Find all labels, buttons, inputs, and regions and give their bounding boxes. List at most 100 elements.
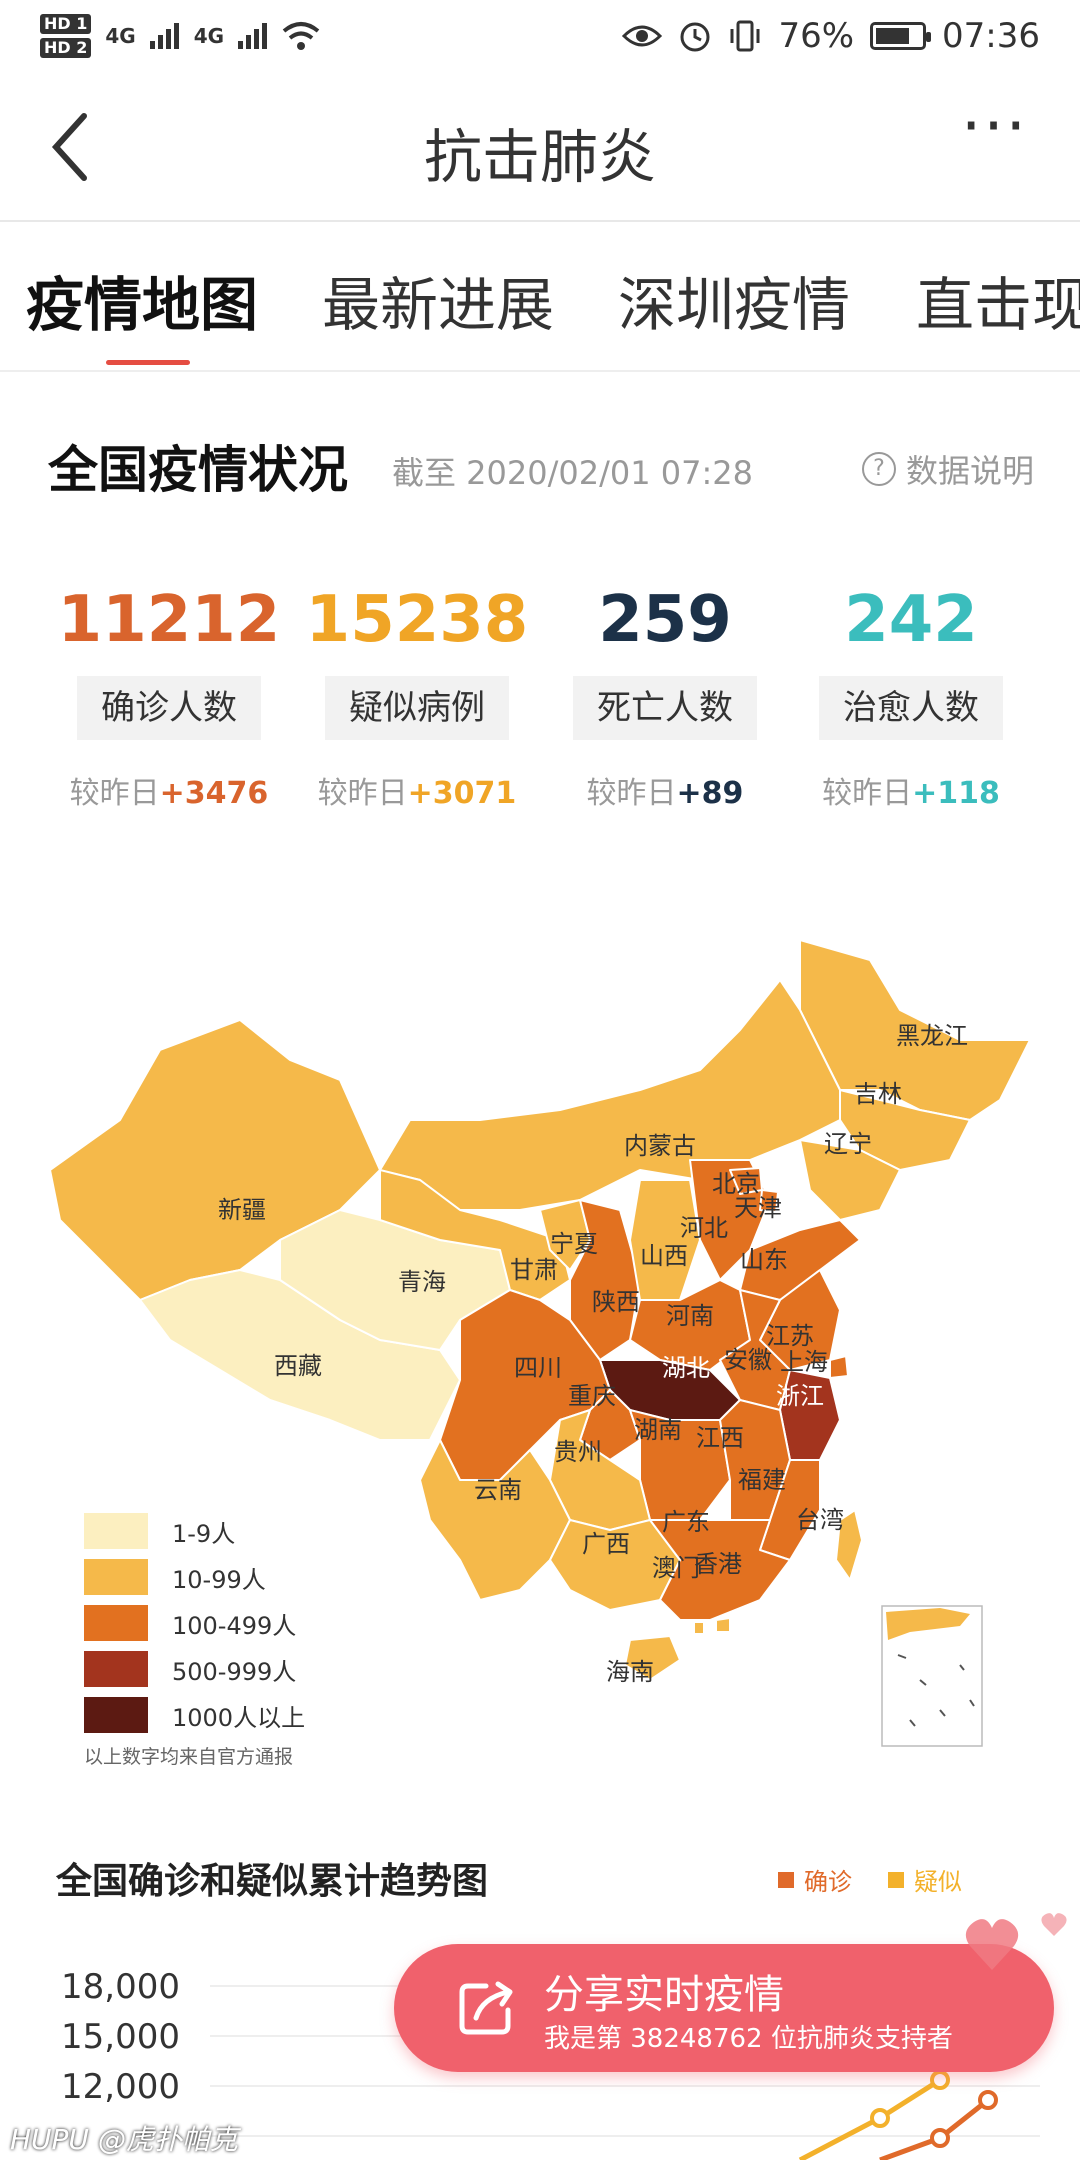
label-chongqing: 重庆 (568, 1382, 616, 1410)
trend-legend: 确诊 疑似 (778, 1862, 962, 1897)
legend-note: 以上数字均来自官方通报 (84, 1746, 294, 1768)
alarm-icon (680, 22, 710, 52)
label-yunnan: 云南 (474, 1476, 522, 1504)
chevron-left-icon[interactable] (50, 112, 90, 182)
legend-item: 10-99人 (84, 1554, 305, 1600)
region-shanghai[interactable] (829, 1355, 849, 1379)
stat-delta: 较昨日+89 (550, 768, 780, 812)
stat-recovered: 242 治愈人数 较昨日+118 (796, 580, 1026, 812)
trend-chart-title: 全国确诊和疑似累计趋势图 (56, 1861, 489, 1902)
eye-icon (622, 25, 663, 47)
status-left: HD 1 HD 2 4G 4G (40, 14, 320, 58)
section-title: 全国疫情状况 (48, 441, 348, 499)
legend-item: 500-999人 (84, 1646, 305, 1692)
china-epidemic-map[interactable]: 黑龙江 吉林 辽宁 内蒙古 北京 天津 河北 新疆 宁夏 山西 山东 甘肃 青海… (40, 920, 1040, 1780)
map-legend: 1-9人 10-99人 100-499人 500-999人 1000人以上 以上… (84, 1508, 305, 1769)
stat-value: 11212 (57, 583, 281, 657)
update-timestamp: 截至 2020/02/01 07:28 (392, 454, 754, 492)
label-qinghai: 青海 (398, 1268, 446, 1296)
label-taiwan: 台湾 (796, 1506, 844, 1534)
battery-icon (870, 22, 932, 50)
label-heilongjiang: 黑龙江 (896, 1022, 968, 1050)
label-xinjiang: 新疆 (218, 1196, 266, 1224)
delta-value: +3476 (159, 776, 269, 811)
region-liaoning[interactable] (799, 1139, 901, 1221)
label-sichuan: 四川 (514, 1354, 562, 1382)
region-hainan[interactable] (624, 1635, 681, 1681)
delta-prefix: 较昨日 (822, 776, 913, 811)
label-tianjin: 天津 (734, 1194, 782, 1222)
share-icon (459, 1981, 513, 2035)
label-guizhou: 贵州 (554, 1438, 602, 1466)
tab-latest-progress[interactable]: 最新进展 (322, 271, 555, 339)
y-tick: 15,000 (61, 2017, 180, 2057)
share-title: 分享实时疫情 (544, 1972, 784, 2018)
label-ningxia: 宁夏 (550, 1230, 598, 1258)
region-xianggang[interactable] (715, 1617, 731, 1633)
stat-suspected: 15238 疑似病例 较昨日+3071 (302, 580, 532, 812)
region-guangdong[interactable] (649, 1519, 791, 1621)
stat-confirmed: 11212 确诊人数 较昨日+3476 (54, 580, 284, 812)
legend-item: 1-9人 (84, 1508, 305, 1554)
legend-swatch (778, 1871, 794, 1888)
label-shaanxi: 陕西 (592, 1288, 640, 1316)
delta-prefix: 较昨日 (317, 776, 408, 811)
more-dots-icon[interactable]: ··· (960, 90, 1028, 164)
legend-label: 100-499人 (172, 1611, 297, 1640)
tab-epidemic-map[interactable]: 疫情地图 (26, 271, 259, 339)
stat-label: 治愈人数 (819, 676, 1003, 740)
legend-swatch (888, 1871, 904, 1888)
label-henan: 河南 (666, 1302, 714, 1330)
region-ningxia[interactable] (539, 1199, 591, 1271)
share-subtitle: 我是第 38248762 位抗肺炎支持者 (544, 2024, 953, 2054)
label-hebei: 河北 (680, 1214, 728, 1242)
page-title: 抗击肺炎 (423, 123, 656, 191)
network-signal-2: 4G (193, 24, 225, 48)
label-guangdong: 广东 (662, 1508, 710, 1536)
region-taiwan[interactable] (835, 1509, 863, 1581)
legend-label: 确诊 (804, 1868, 852, 1896)
heart-icon (965, 1913, 1067, 1970)
label-jilin: 吉林 (854, 1080, 902, 1108)
stat-label: 确诊人数 (77, 676, 261, 740)
label-neimenggu: 内蒙古 (624, 1132, 696, 1160)
label-beijing: 北京 (712, 1170, 760, 1198)
tab-live[interactable]: 直击现 (916, 271, 1080, 339)
legend-swatch (84, 1513, 148, 1549)
label-gansu: 甘肃 (510, 1256, 558, 1284)
legend-label: 10-99人 (172, 1565, 266, 1594)
vibrate-icon (730, 20, 760, 52)
delta-prefix: 较昨日 (69, 776, 160, 811)
signal-icon (149, 23, 179, 49)
stat-delta: 较昨日+118 (796, 768, 1026, 812)
legend-swatch (84, 1605, 148, 1641)
share-realtime-button[interactable]: 分享实时疫情 我是第 38248762 位抗肺炎支持者 (394, 1944, 1054, 2072)
region-aomen[interactable] (693, 1621, 705, 1635)
confirmed-point (978, 2090, 998, 2110)
legend-swatch (84, 1697, 148, 1733)
legend-item: 1000人以上 (84, 1692, 305, 1738)
label-shanxi: 山西 (640, 1242, 688, 1270)
data-explanation-link[interactable]: ? 数据说明 (861, 446, 1034, 492)
stat-label: 疑似病例 (325, 676, 509, 740)
stat-deaths: 259 死亡人数 较昨日+89 (550, 580, 780, 812)
legend-label: 500-999人 (172, 1657, 297, 1686)
stat-value: 15238 (305, 583, 529, 657)
legend-label: 1-9人 (172, 1519, 236, 1548)
delta-prefix: 较昨日 (586, 776, 677, 811)
tab-shenzhen[interactable]: 深圳疫情 (618, 271, 851, 339)
label-hainan: 海南 (606, 1658, 654, 1686)
region-tianjin[interactable] (759, 1189, 779, 1213)
label-shandong: 山东 (740, 1246, 788, 1274)
label-zhejiang: 浙江 (776, 1382, 824, 1410)
region-neimenggu[interactable] (379, 979, 841, 1211)
region-gansu[interactable] (379, 1169, 571, 1301)
app-header: 抗击肺炎 ··· (0, 72, 1080, 222)
signal-icon (238, 23, 268, 49)
label-jiangsu: 江苏 (766, 1322, 814, 1350)
label-xianggang: 香港 (694, 1550, 742, 1578)
battery-percent: 76% (778, 16, 855, 56)
hd2-badge: HD 2 (40, 38, 92, 58)
region-jilin[interactable] (839, 1089, 971, 1171)
label-anhui: 安徽 (724, 1346, 772, 1374)
